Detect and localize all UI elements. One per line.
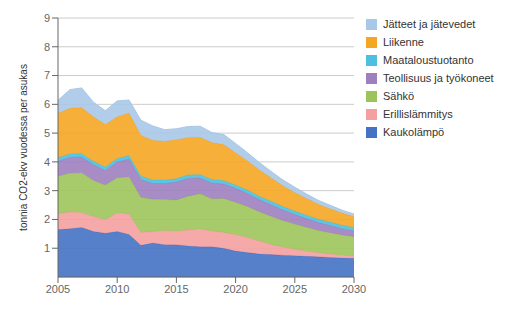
svg-text:2030: 2030 (342, 283, 366, 295)
svg-text:2005: 2005 (46, 283, 70, 295)
svg-text:4: 4 (44, 156, 50, 168)
svg-text:8: 8 (44, 41, 50, 53)
svg-text:6: 6 (44, 98, 50, 110)
html-text:Jätteet ja jätevedet: Jätteet ja jätevedet (383, 18, 476, 30)
svg-text:1: 1 (44, 242, 50, 254)
html-text:Erillislämmitys: Erillislämmitys (383, 108, 453, 120)
svg-text:2015: 2015 (164, 283, 188, 295)
svg-text:2: 2 (44, 213, 50, 225)
svg-text:2010: 2010 (105, 283, 129, 295)
html-text:Liikenne: Liikenne (383, 36, 424, 48)
html-text:Teollisuus ja työkoneet: Teollisuus ja työkoneet (383, 72, 494, 84)
svg-text:7: 7 (44, 69, 50, 81)
svg-text:3: 3 (44, 185, 50, 197)
svg-text:tonnia CO2-ekv vuodessa per as: tonnia CO2-ekv vuodessa per asukas (18, 64, 29, 231)
svg-text:9: 9 (44, 12, 50, 24)
html-text:Kaukolämpö: Kaukolämpö (383, 126, 445, 138)
html-text:Maataloustuotanto: Maataloustuotanto (383, 54, 474, 66)
svg-text:2020: 2020 (223, 283, 247, 295)
html-text:Sähkö: Sähkö (383, 90, 415, 102)
svg-text:5: 5 (44, 127, 50, 139)
svg-text:2025: 2025 (283, 283, 307, 295)
